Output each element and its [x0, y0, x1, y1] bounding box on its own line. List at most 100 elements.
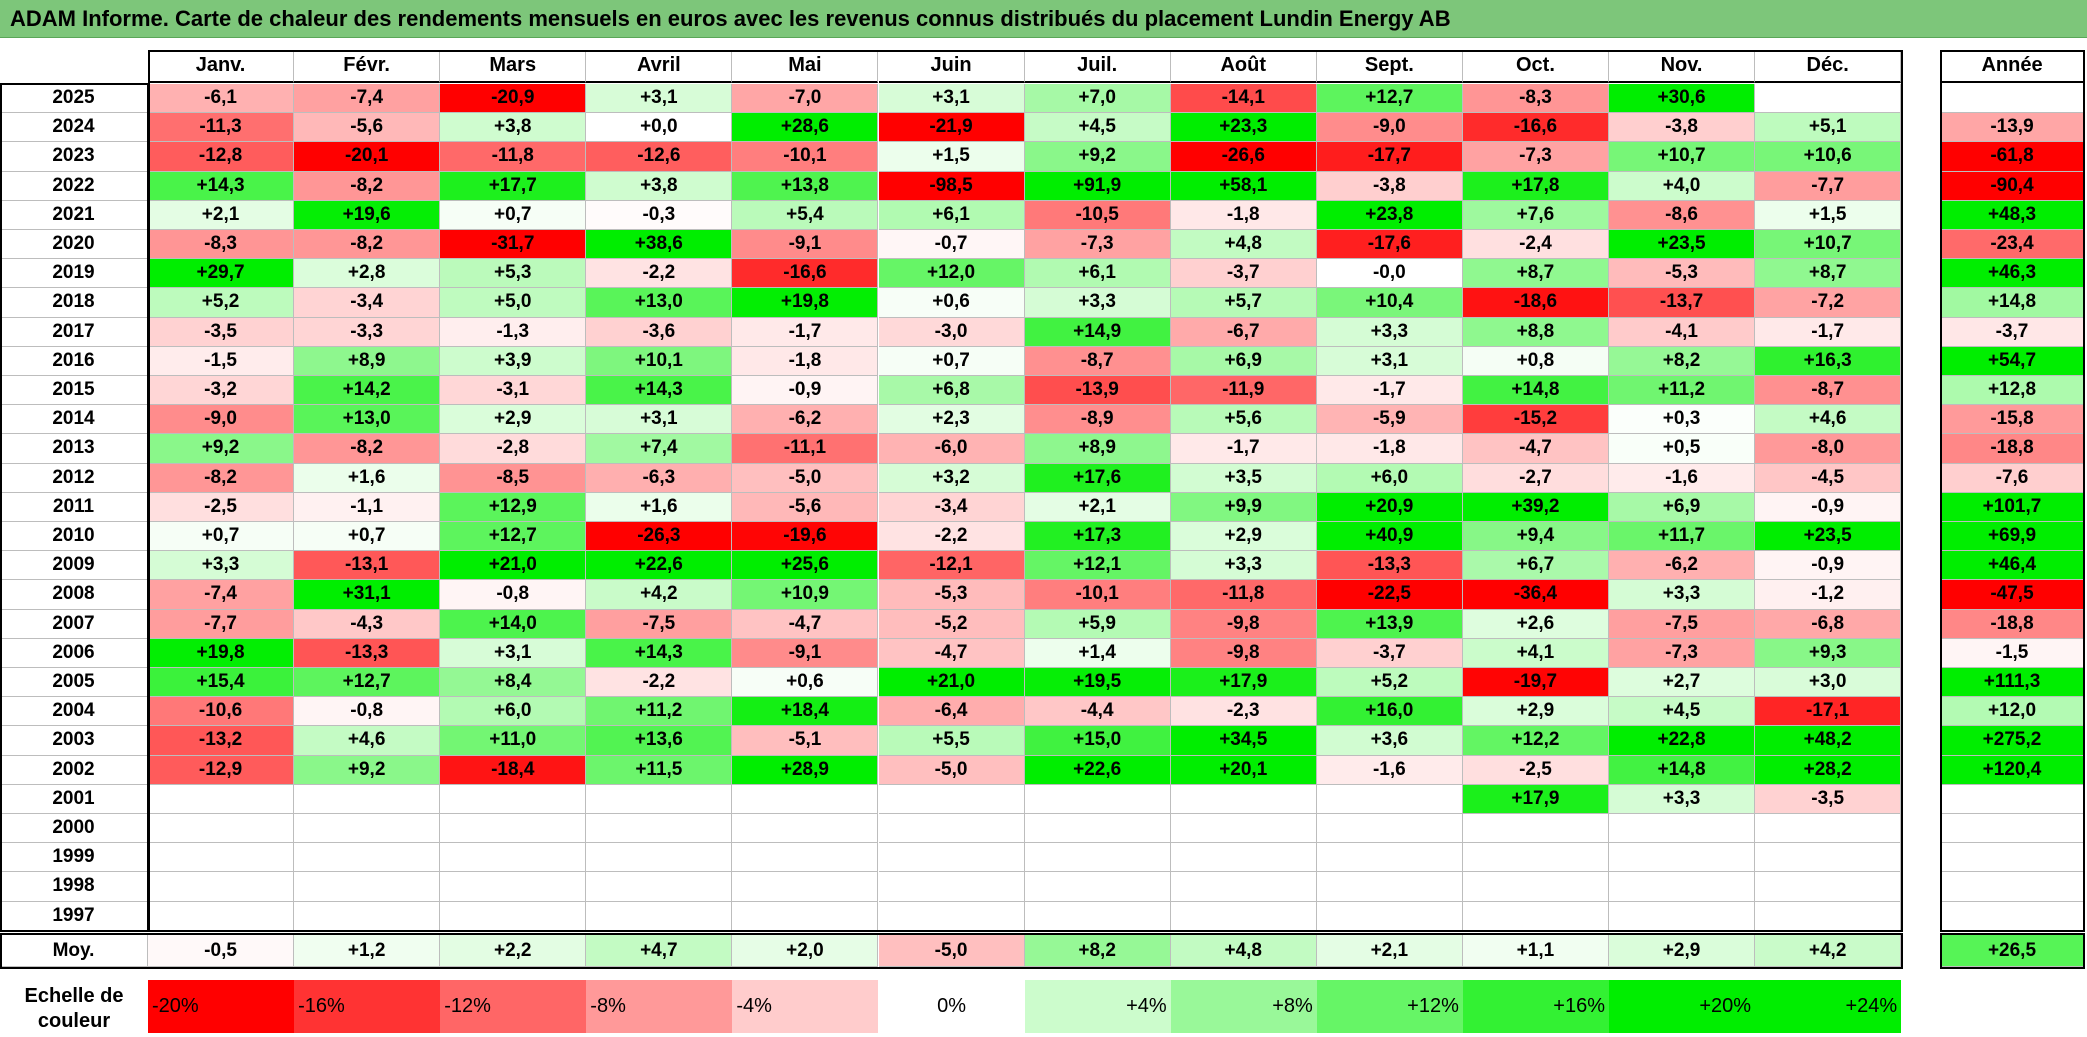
heatmap-cell: +4,8 — [1170, 230, 1317, 260]
year-label: 2006 — [0, 638, 148, 668]
heatmap-cell: +13,0 — [586, 288, 733, 318]
heatmap-cell — [1024, 814, 1171, 844]
heatmap-cell — [1462, 843, 1609, 873]
heatmap-cell: +5,2 — [148, 288, 295, 318]
heatmap-cell: +3,3 — [148, 551, 295, 581]
heatmap-cell — [732, 843, 879, 873]
heatmap-cell: +12,9 — [440, 492, 587, 522]
heatmap-cell: +18,4 — [732, 697, 879, 727]
month-header: Juin — [878, 50, 1025, 83]
heatmap-cell: -8,9 — [1024, 405, 1171, 435]
heatmap-cell: -5,0 — [732, 463, 879, 493]
heatmap-cell: +10,6 — [1755, 142, 1902, 172]
heatmap-cell: -8,7 — [1024, 346, 1171, 376]
heatmap-cell: -2,5 — [1462, 755, 1609, 785]
annual-cell: -3,7 — [1940, 317, 2085, 347]
heatmap-cell: +14,9 — [1024, 317, 1171, 347]
heatmap-cell: -6,0 — [878, 434, 1025, 464]
chart-title: ADAM Informe. Carte de chaleur des rende… — [10, 6, 1451, 31]
year-label: 2014 — [0, 405, 148, 435]
heatmap-cell: +11,2 — [586, 697, 733, 727]
heatmap-cell: -12,9 — [148, 755, 295, 785]
year-label: 2020 — [0, 230, 148, 260]
year-label: 1998 — [0, 872, 148, 902]
heatmap-cell: +23,5 — [1609, 230, 1756, 260]
heatmap-cell — [1462, 901, 1609, 931]
heatmap-cell: -8,6 — [1609, 200, 1756, 230]
heatmap-cell — [1170, 814, 1317, 844]
heatmap-cell: -5,0 — [878, 755, 1025, 785]
heatmap-cell: +19,8 — [148, 638, 295, 668]
year-label: 2017 — [0, 317, 148, 347]
heatmap-cell: -6,2 — [732, 405, 879, 435]
annual-cell — [1940, 872, 2085, 902]
heatmap-cell: -7,5 — [1609, 609, 1756, 639]
average-cell: +2,1 — [1316, 935, 1463, 967]
heatmap-cell: +6,1 — [1024, 259, 1171, 289]
color-scale-step: -8% — [586, 980, 733, 1033]
heatmap-cell: +9,3 — [1755, 638, 1902, 668]
year-label: 2025 — [0, 84, 148, 114]
heatmap-cell: +3,1 — [586, 84, 733, 114]
heatmap-cell: -5,6 — [732, 492, 879, 522]
heatmap-cell: +23,3 — [1170, 113, 1317, 143]
heatmap-cell — [1755, 814, 1902, 844]
heatmap-cell: -4,4 — [1024, 697, 1171, 727]
heatmap-cell: +8,8 — [1462, 317, 1609, 347]
heatmap-cell: -4,5 — [1755, 463, 1902, 493]
month-header: Déc. — [1755, 50, 1902, 83]
heatmap-cell: +6,8 — [878, 376, 1025, 406]
heatmap-cell: +14,3 — [148, 171, 295, 201]
heatmap-cell: +5,1 — [1755, 113, 1902, 143]
heatmap-cell: -2,5 — [148, 492, 295, 522]
heatmap-cell: +15,4 — [148, 668, 295, 698]
heatmap-cell: +22,6 — [1024, 755, 1171, 785]
heatmap-cell: -7,7 — [148, 609, 295, 639]
heatmap-cell: -18,4 — [440, 755, 587, 785]
heatmap-cell: +17,8 — [1462, 171, 1609, 201]
heatmap-cell: -14,1 — [1170, 84, 1317, 114]
heatmap-cell: -8,5 — [440, 463, 587, 493]
heatmap-cell: -8,7 — [1755, 376, 1902, 406]
heatmap-cell: -1,3 — [440, 317, 587, 347]
heatmap-cell: +17,6 — [1024, 463, 1171, 493]
heatmap-cell: -21,9 — [878, 113, 1025, 143]
heatmap-cell: -3,8 — [1609, 113, 1756, 143]
heatmap-cell: -3,7 — [1316, 638, 1463, 668]
heatmap-cell: +1,6 — [294, 463, 441, 493]
heatmap-cell: +9,4 — [1462, 522, 1609, 552]
heatmap-cell: -6,2 — [1609, 551, 1756, 581]
heatmap-cell: -8,2 — [148, 463, 295, 493]
heatmap-cell: +4,1 — [1462, 638, 1609, 668]
heatmap-cell — [1609, 872, 1756, 902]
heatmap-cell: +0,0 — [586, 113, 733, 143]
heatmap-cell: +2,1 — [148, 200, 295, 230]
heatmap-cell: +16,0 — [1316, 697, 1463, 727]
heatmap-cell: -13,3 — [1316, 551, 1463, 581]
heatmap-cell: -19,6 — [732, 522, 879, 552]
heatmap-cell: +17,3 — [1024, 522, 1171, 552]
average-cell: -5,0 — [878, 935, 1025, 967]
heatmap-cell: +8,2 — [1609, 346, 1756, 376]
heatmap-cell: +2,9 — [440, 405, 587, 435]
heatmap-cell: +5,9 — [1024, 609, 1171, 639]
heatmap-cell: +6,9 — [1609, 492, 1756, 522]
heatmap-cell: -0,8 — [294, 697, 441, 727]
heatmap-cell: +4,2 — [586, 580, 733, 610]
year-label: 2016 — [0, 346, 148, 376]
heatmap-cell: +16,3 — [1755, 346, 1902, 376]
heatmap-cell: -11,8 — [1170, 580, 1317, 610]
heatmap-cell: +5,0 — [440, 288, 587, 318]
heatmap-cell: -2,2 — [586, 259, 733, 289]
heatmap-cell — [1170, 901, 1317, 931]
heatmap-cell: +11,0 — [440, 726, 587, 756]
heatmap-cell — [1755, 901, 1902, 931]
annual-cell — [1940, 901, 2085, 931]
year-label: 2022 — [0, 171, 148, 201]
heatmap-cell: -4,7 — [732, 609, 879, 639]
heatmap-cell — [586, 784, 733, 814]
heatmap-cell: -22,5 — [1316, 580, 1463, 610]
heatmap-cell — [878, 872, 1025, 902]
heatmap-cell — [1024, 872, 1171, 902]
heatmap-cell: +4,0 — [1609, 171, 1756, 201]
